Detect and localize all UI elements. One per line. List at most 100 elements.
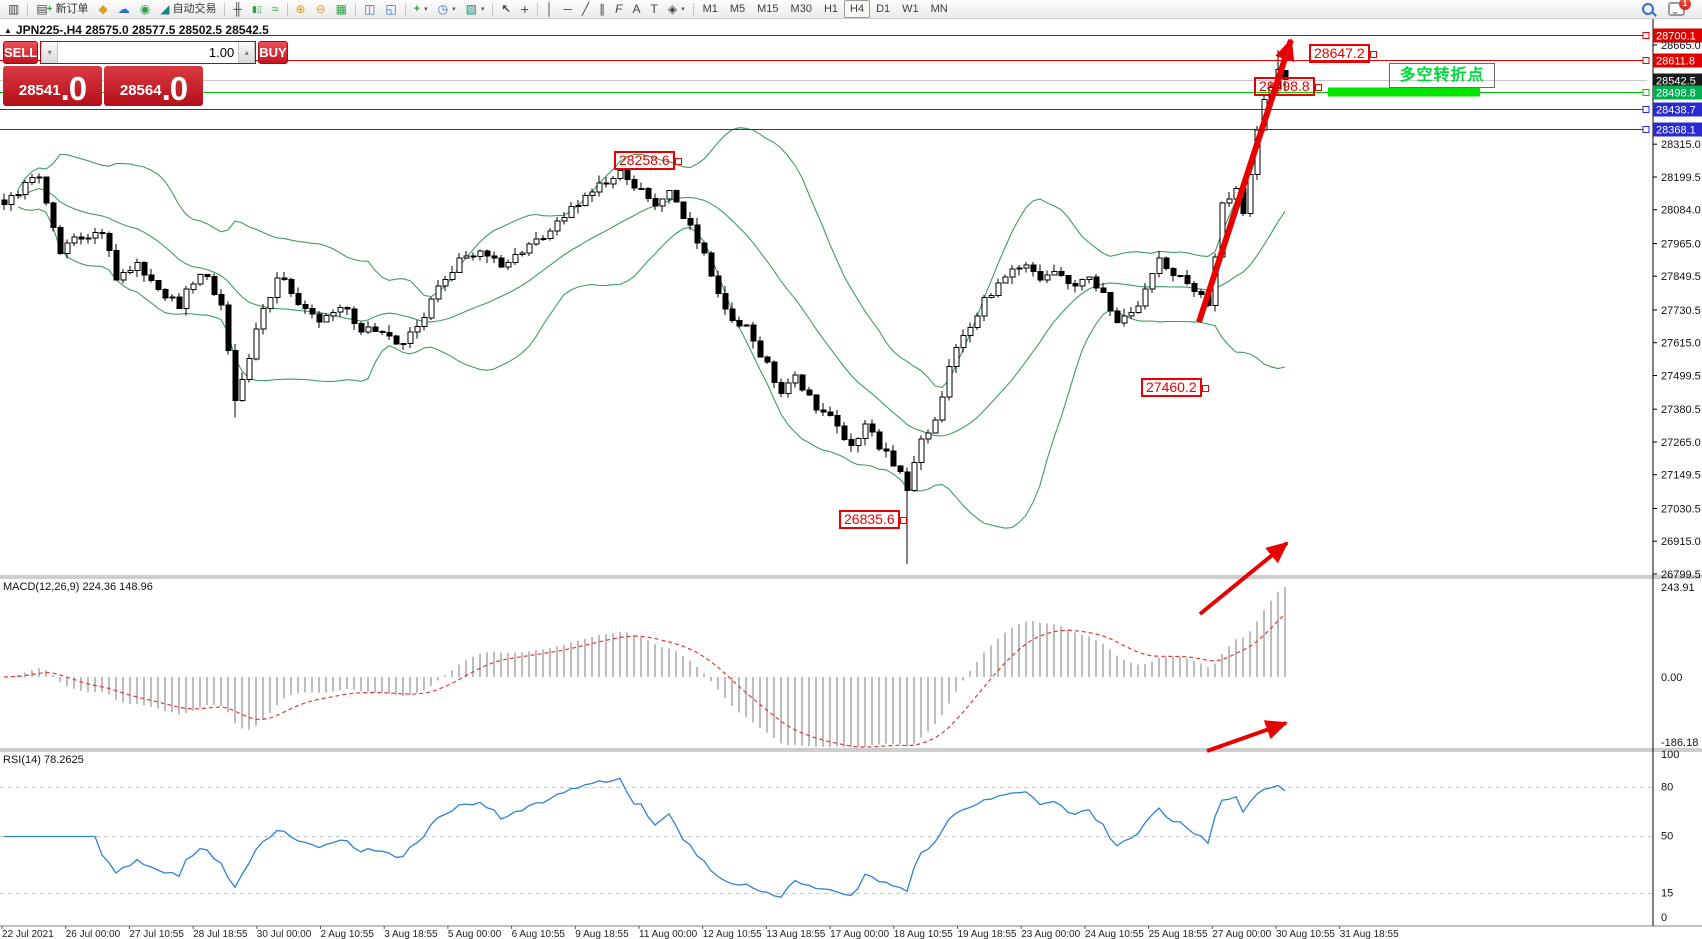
trendline-icon: ╱ [581,2,590,16]
new-order-button[interactable]: ▤ + 新订单 [31,0,93,19]
toolbar-separator [27,2,29,16]
price-callout-28498[interactable]: 28498.8 [1254,77,1322,96]
svg-text:27499.5: 27499.5 [1661,371,1701,383]
buy-price-button[interactable]: 28564.0 [104,66,203,106]
tab-mn[interactable]: MN [930,3,948,15]
tab-h1[interactable]: H1 [823,3,839,15]
macd-signal-line [3,613,1286,748]
cursor-tool-button[interactable]: ↖ [496,0,515,19]
buy-price-frac: .0 [161,70,189,107]
svg-text:13 Aug 18:55: 13 Aug 18:55 [766,929,825,939]
trendline-tool[interactable]: ╱ [577,0,594,19]
history-center-button[interactable]: ◆ [94,0,113,19]
search-icon[interactable] [1642,3,1654,15]
svg-text:100: 100 [1661,749,1679,761]
tile-windows-icon: ▦ [335,2,347,16]
signal-icon: ◉ [139,2,151,16]
label-icon: T [650,2,658,16]
channel-tool[interactable]: ∥ [594,0,610,19]
community-button[interactable]: ☁ [113,0,135,19]
cursor-icon: ↖ [501,2,511,15]
add-indicator-button[interactable]: + ▾ [409,0,433,19]
pane-separators [0,19,1702,927]
candle-chart-button[interactable]: ▮▯ [247,0,267,19]
notification-badge: 1 [1679,0,1691,10]
notifications-icon[interactable]: 1 [1668,0,1691,16]
volume-increase-button[interactable]: ▴ [238,42,256,63]
time-axis[interactable]: 22 Jul 2021 26 Jul 00:00 27 Jul 10:55 28 Ju… [1,926,1399,939]
rsi-indicator: 100 80 50 15 0 [0,749,1679,924]
tile-windows-button[interactable]: ▦ [331,0,352,19]
plus-icon: + [46,3,53,15]
svg-text:11 Aug 00:00: 11 Aug 00:00 [639,929,698,939]
arrows-icon: ◈ [667,2,678,16]
svg-text:80: 80 [1661,782,1673,794]
toolbar-separator [354,2,356,16]
crosshair-tool-button[interactable]: + [516,0,534,19]
template-button[interactable]: ▧ ▾ [461,0,490,19]
tab-h4[interactable]: H4 [844,0,871,18]
label-tool[interactable]: T [645,0,662,19]
macd-bullish-arrow [1198,541,1289,616]
dropdown-arrow-icon: ▾ [452,5,456,13]
bar-chart-button[interactable]: ╫ [228,0,247,19]
add-indicator-icon: + [413,2,421,15]
indicator-window-button[interactable]: ◫ [359,0,380,19]
sell-price-button[interactable]: 28541.0 [3,66,102,106]
svg-text:28438.7: 28438.7 [1656,105,1696,117]
text-tool[interactable]: A [627,0,645,19]
price-callout-28647[interactable]: 28647.2 [1309,44,1377,63]
tab-m5[interactable]: M5 [729,3,746,15]
svg-text:26 Jul 00:00: 26 Jul 00:00 [66,929,121,939]
autotrade-button[interactable]: ◢ 自动交易 [155,0,221,19]
svg-text:28368.1: 28368.1 [1656,125,1696,137]
svg-text:15: 15 [1661,888,1673,900]
vertical-line-icon: │ [545,2,554,16]
svg-text:9 Aug 18:55: 9 Aug 18:55 [575,929,629,939]
tab-d1[interactable]: D1 [876,3,891,15]
turning-point-label[interactable]: 多空转折点 [1389,63,1495,88]
toolbar-separator [536,2,538,16]
volume-input[interactable] [58,42,239,63]
buy-button[interactable]: BUY [258,41,288,64]
period-button[interactable]: ◷ ▾ [433,0,461,19]
sell-button[interactable]: SELL [3,41,39,64]
dropdown-arrow-icon: ▾ [681,5,685,13]
price-callout-27460[interactable]: 27460.2 [1141,378,1209,397]
zoom-out-button[interactable]: ⊖ [311,0,331,19]
rsi-bullish-arrow [1206,720,1288,753]
price-axis[interactable]: 28665.0 28315.0 28199.5 28084.0 27965.0 27849… [1653,40,1701,581]
svg-text:18 Aug 10:55: 18 Aug 10:55 [894,929,953,939]
tab-m30[interactable]: M30 [790,3,812,15]
indicator-window-2-button[interactable]: ◱ [380,0,401,19]
line-chart-button[interactable]: ≈ [267,0,284,19]
signal-button[interactable]: ◉ [135,0,155,19]
market-watch-button[interactable]: ▥ [3,0,24,19]
bollinger-bands [17,55,1286,529]
svg-text:26799.5: 26799.5 [1661,569,1701,581]
svg-text:24 Aug 10:55: 24 Aug 10:55 [1085,929,1144,939]
svg-text:27380.5: 27380.5 [1661,404,1701,416]
price-callout-28258[interactable]: 28258.6 [614,151,682,170]
volume-decrease-button[interactable]: ▾ [41,42,59,63]
horizontal-line-tool[interactable]: ─ [558,0,577,19]
chart-title-text: JPN225-,H4 28575.0 28577.5 28502.5 28542… [15,23,269,37]
price-callout-26835[interactable]: 26835.6 [839,510,907,529]
zoom-in-button[interactable]: ⊕ [291,0,311,19]
indicator-window-2-icon: ◱ [385,2,397,16]
svg-text:2 Aug 10:55: 2 Aug 10:55 [321,929,375,939]
svg-text:28542.5: 28542.5 [1656,76,1696,88]
svg-text:23 Aug 00:00: 23 Aug 00:00 [1021,929,1080,939]
svg-text:31 Aug 18:55: 31 Aug 18:55 [1340,929,1399,939]
tab-m1[interactable]: M1 [702,3,718,15]
trend-arrows[interactable] [1196,38,1295,753]
tab-w1[interactable]: W1 [902,3,919,15]
arrows-tool[interactable]: ◈ ▾ [663,0,690,19]
svg-text:27730.5: 27730.5 [1661,305,1701,317]
dropdown-arrow-icon: ▾ [480,5,485,13]
main-chart-bullish-arrow [1196,38,1295,323]
vertical-line-tool[interactable]: │ [541,0,559,19]
tab-m15[interactable]: M15 [757,3,779,15]
fibonacci-tool[interactable]: F [610,0,627,19]
